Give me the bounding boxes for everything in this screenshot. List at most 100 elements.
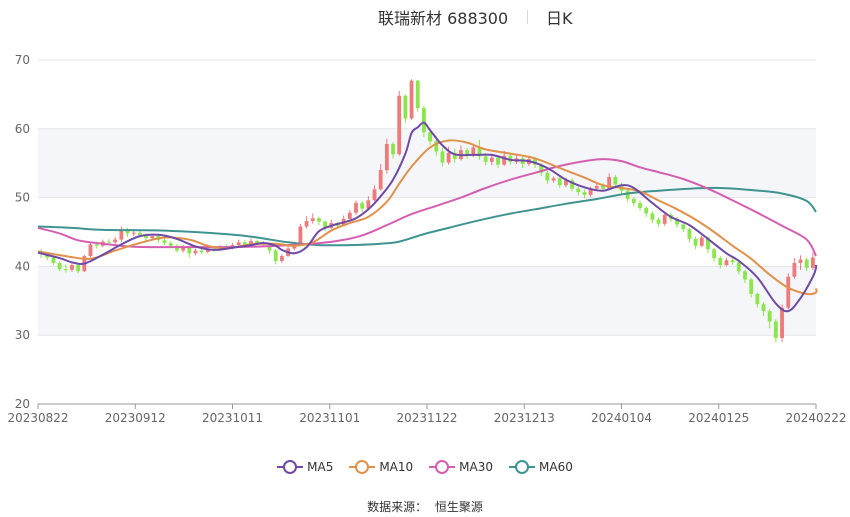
candle-body xyxy=(428,132,433,142)
candle-body xyxy=(804,259,809,268)
candle xyxy=(749,278,754,298)
candle xyxy=(736,260,741,275)
plot-band xyxy=(38,266,816,336)
legend-label-ma60: MA60 xyxy=(539,460,573,474)
candle-body xyxy=(236,242,241,246)
candle-body xyxy=(773,321,778,338)
candle-body xyxy=(613,176,618,185)
x-tick-label: 20231122 xyxy=(396,411,457,425)
candle xyxy=(199,248,204,255)
candle-body xyxy=(576,188,581,193)
candle-body xyxy=(76,265,81,272)
candle-body xyxy=(570,180,575,189)
candle-body xyxy=(51,257,56,263)
candle-body xyxy=(403,95,408,119)
candle xyxy=(415,79,420,112)
candle xyxy=(743,269,747,283)
candle-body xyxy=(181,247,186,251)
candle-body xyxy=(780,307,784,338)
candle-body xyxy=(107,241,111,243)
legend-item-ma60[interactable]: MA60 xyxy=(509,460,573,474)
candle xyxy=(323,220,328,232)
chart-title: 联瑞新材 688300 xyxy=(378,9,509,28)
candle-body xyxy=(489,157,494,162)
candle-body xyxy=(409,80,414,119)
candle-body xyxy=(298,226,303,244)
candle xyxy=(810,252,815,270)
data-source-label: 数据来源： xyxy=(367,500,428,514)
candle xyxy=(88,241,93,258)
candle-body xyxy=(718,258,723,266)
candle-body xyxy=(162,240,167,244)
title-separator xyxy=(527,10,528,24)
candle xyxy=(193,248,198,256)
candle xyxy=(773,319,778,343)
x-axis: 20230822 20230912 20231011 20231101 20231122… xyxy=(7,403,847,425)
candle-body xyxy=(767,311,772,322)
legend-item-ma30[interactable]: MA30 xyxy=(429,460,493,474)
candle xyxy=(730,258,735,266)
x-tick-label: 20230912 xyxy=(105,411,166,425)
candle-body xyxy=(354,203,358,213)
candle-body xyxy=(187,247,192,254)
candle-body xyxy=(792,262,797,277)
candle-body xyxy=(113,239,118,243)
y-tick-label: 70 xyxy=(15,53,30,67)
candle-body xyxy=(508,155,513,162)
candle-body xyxy=(798,259,803,263)
candle xyxy=(570,178,575,192)
candle xyxy=(310,213,315,224)
legend-label-ma10: MA10 xyxy=(379,460,414,474)
candle xyxy=(70,262,74,272)
candle-body xyxy=(743,271,747,280)
candle xyxy=(557,175,562,188)
candle-body xyxy=(175,245,179,251)
candle-body xyxy=(304,220,309,227)
candle xyxy=(551,176,556,183)
candle-body xyxy=(551,178,556,181)
legend-marker-ma10 xyxy=(349,460,376,474)
candle xyxy=(378,163,383,191)
candle-body xyxy=(810,257,815,268)
candle-body xyxy=(699,237,704,246)
candle-body xyxy=(168,243,173,246)
candle-body xyxy=(119,230,124,240)
candle xyxy=(767,309,772,329)
candle xyxy=(625,188,630,202)
candle-body xyxy=(607,176,612,189)
candle-body xyxy=(150,236,155,239)
x-tick-label: 20240125 xyxy=(688,411,749,425)
candle-body xyxy=(347,212,352,219)
candle xyxy=(613,174,618,188)
candle xyxy=(681,222,686,232)
candle xyxy=(675,216,679,228)
candlestick-series xyxy=(39,79,815,343)
candle xyxy=(662,212,667,226)
candle-body xyxy=(539,164,544,173)
candle xyxy=(51,256,56,266)
candle-body xyxy=(625,190,630,199)
candle-body xyxy=(415,80,420,109)
candle xyxy=(354,200,358,215)
candle xyxy=(175,243,179,253)
x-tick-label: 20240104 xyxy=(591,411,652,425)
candle xyxy=(403,94,408,123)
candle xyxy=(440,147,445,167)
candle xyxy=(76,263,81,274)
candle xyxy=(304,216,309,229)
candle-body xyxy=(483,156,488,162)
candle-body xyxy=(644,207,649,214)
candle-body xyxy=(137,232,142,235)
y-tick-label: 50 xyxy=(15,191,30,205)
legend-item-ma10[interactable]: MA10 xyxy=(349,460,413,474)
candle xyxy=(372,185,377,202)
candle-body xyxy=(378,170,383,190)
candle-body xyxy=(557,178,562,186)
candle-body xyxy=(631,198,636,204)
candle-body xyxy=(317,218,321,222)
candle xyxy=(718,256,723,269)
legend-item-ma5[interactable]: MA5 xyxy=(277,460,333,474)
candle xyxy=(792,258,797,279)
candle-body xyxy=(310,218,315,221)
